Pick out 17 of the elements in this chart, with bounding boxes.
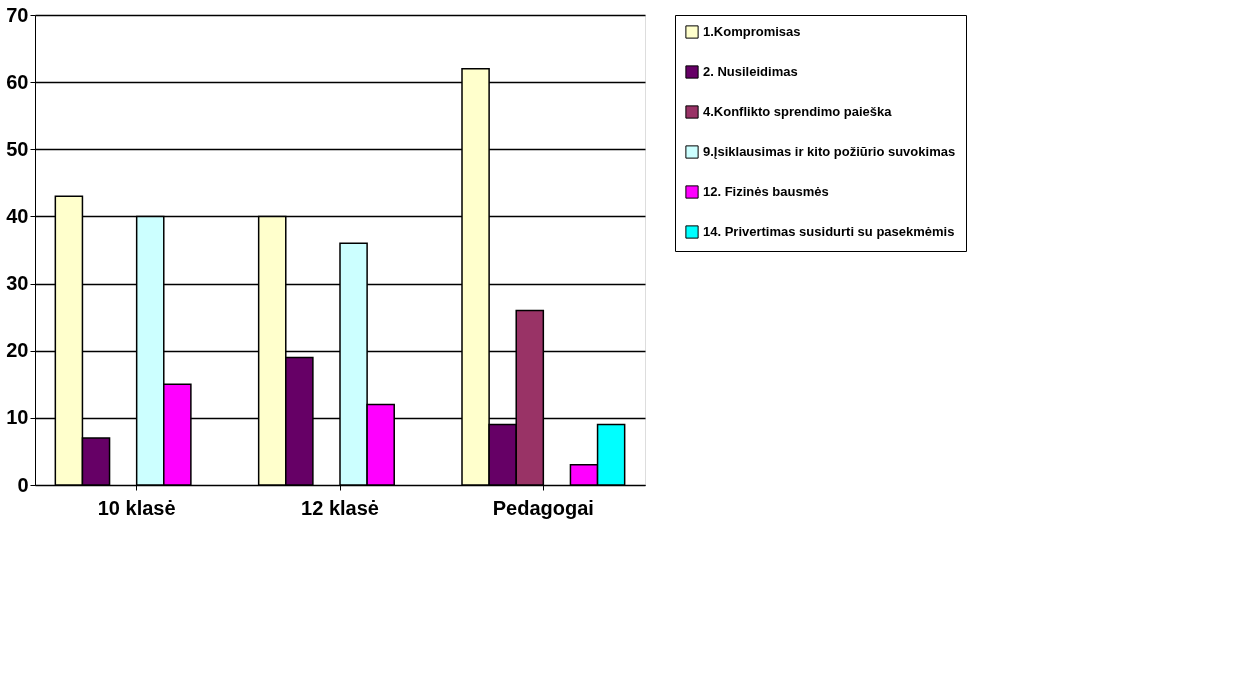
legend-label: 14. Privertimas susidurti su pasekmėmis [703,224,955,239]
legend-label: 9.Įsiklausimas ir kito požiūrio suvokimas [703,144,956,159]
legend-label: 12. Fizinės bausmės [703,184,829,199]
y-tick-label: 20 [6,339,29,362]
legend-label: 4.Konflikto sprendimo paieška [703,104,893,119]
y-tick-label: 30 [6,272,29,295]
y-tick-label: 60 [6,70,29,93]
x-tick-label: Pedagogai [492,496,594,519]
y-tick-label: 0 [17,473,29,496]
y-tick-label: 70 [6,3,29,26]
legend-label: 2. Nusileidimas [703,64,798,79]
y-tick-label: 50 [6,137,29,160]
y-tick-label: 10 [6,406,29,429]
y-tick-label: 40 [6,204,29,227]
x-tick-label: 10 klasė [97,496,176,519]
legend-label: 1.Kompromisas [703,24,801,39]
x-tick-label: 12 klasė [301,496,379,519]
